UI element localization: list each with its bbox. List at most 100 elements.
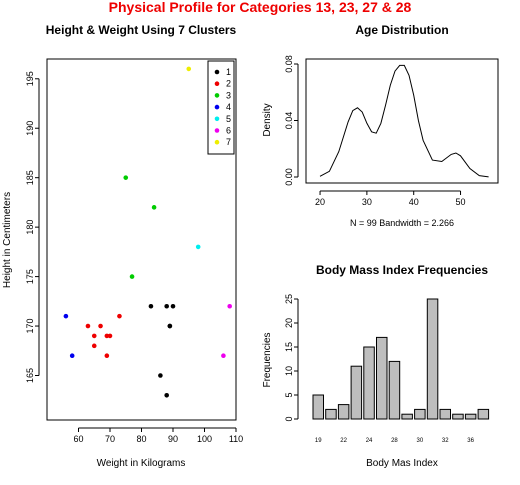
density-x-tick-label: 30 (362, 197, 372, 207)
bar-category-label: 24 (366, 438, 373, 444)
scatter-y-tick-label: 190 (25, 121, 35, 136)
bar (337, 404, 350, 420)
bar-y-tick-label: 15 (284, 342, 294, 352)
scatter-title: Height & Weight Using 7 Clusters (46, 23, 237, 37)
legend-label: 4 (226, 102, 231, 112)
scatter-point-cluster-2 (117, 313, 122, 319)
bar-x-labels: 19 22 24 28 30 32 36 (315, 438, 475, 444)
density-y-ticks: 0.00 0.04 0.08 (284, 55, 298, 186)
scatter-point-cluster-2 (85, 323, 91, 329)
scatter-y-tick-label: 165 (25, 368, 35, 383)
legend-marker (214, 128, 220, 133)
scatter-y-tick-label: 175 (25, 269, 35, 284)
density-y-tick-label: 0.00 (284, 168, 294, 186)
scatter-point-cluster-2 (98, 323, 103, 329)
bar (477, 408, 490, 420)
bar (401, 413, 413, 420)
scatter-point-cluster-1 (164, 303, 169, 309)
scatter-y-tick-label: 195 (25, 71, 35, 86)
density-y-label: Density (262, 103, 273, 136)
bar-y-tick-label: 5 (284, 392, 294, 397)
scatter-point-cluster-6 (227, 303, 232, 309)
scatter-point-cluster-7 (186, 66, 192, 72)
bar-y-tick-label: 10 (284, 366, 294, 376)
legend-box (207, 60, 235, 155)
scatter-x-tick-label: 100 (197, 434, 212, 444)
scatter-point-cluster-3 (123, 175, 129, 180)
scatter-points (63, 66, 232, 398)
density-plot-box (305, 58, 499, 184)
scatter-x-ticks: 60 70 80 90 100 110 (73, 428, 243, 444)
density-x-tick-label: 50 (456, 197, 466, 207)
scatter-point-cluster-6 (221, 353, 226, 359)
legend-marker (214, 93, 220, 98)
scatter-point-cluster-1 (164, 392, 169, 398)
density-title: Age Distribution (355, 23, 448, 37)
legend-marker (214, 116, 220, 122)
scatter-y-tick-label: 185 (25, 170, 35, 185)
legend-marker (214, 81, 220, 86)
scatter-point-cluster-2 (107, 333, 113, 339)
legend-label: 1 (226, 67, 231, 77)
bar-y-ticks: 0 5 10 15 20 25 (284, 294, 298, 422)
scatter-x-tick-label: 60 (73, 434, 83, 444)
scatter-point-cluster-1 (158, 373, 163, 378)
bar-chart: Body Mass Index Frequencies 0 5 10 15 20 25 1… (262, 263, 490, 469)
scatter-point-cluster-1 (148, 303, 154, 309)
bar-marks (312, 298, 490, 420)
scatter-y-ticks: 165 170 175 180 185 190 195 (25, 71, 39, 383)
bar (414, 408, 426, 420)
legend-label: 2 (226, 79, 231, 89)
density-caption: N = 99 Bandwidth = 2.266 (350, 218, 454, 228)
bar-category-label: 36 (467, 438, 474, 444)
bar-x-label: Body Mas Index (366, 458, 438, 469)
scatter-x-label: Weight in Kilograms (97, 458, 186, 469)
scatter-point-cluster-4 (69, 353, 75, 359)
density-x-tick-label: 40 (409, 197, 419, 207)
bar (388, 360, 401, 420)
scatter-point-cluster-1 (170, 303, 176, 309)
scatter-x-tick-label: 80 (136, 434, 146, 444)
scatter-plot-box (46, 58, 237, 421)
bar-y-tick-label: 20 (284, 318, 294, 328)
scatter-point-cluster-2 (104, 333, 110, 339)
scatter-point-cluster-4 (63, 313, 69, 319)
bar-category-label: 30 (417, 438, 424, 444)
legend-marker (214, 139, 220, 145)
density-chart: Age Distribution 20 30 40 50 0.00 0.04 0.08 N… (262, 23, 499, 228)
scatter-y-tick-label: 180 (25, 220, 35, 235)
scatter-point-cluster-2 (91, 333, 97, 339)
scatter-x-tick-label: 90 (168, 434, 178, 444)
page-title: Physical Profile for Categories 13, 23, … (109, 0, 412, 15)
density-x-ticks: 20 30 40 50 (315, 191, 466, 207)
bar (350, 365, 363, 420)
scatter-point-cluster-3 (151, 205, 157, 210)
bar (363, 346, 375, 420)
scatter-point-cluster-3 (129, 274, 135, 279)
legend-marker (214, 69, 220, 75)
bar (439, 408, 451, 420)
bar (376, 336, 388, 420)
bar-category-label: 32 (442, 438, 449, 444)
bar (312, 394, 324, 420)
legend-label: 6 (226, 126, 231, 136)
bar-category-label: 28 (391, 438, 398, 444)
bar-y-label: Frequencies (262, 332, 273, 387)
scatter-point-cluster-1 (167, 323, 173, 329)
scatter-point-cluster-2 (91, 343, 97, 349)
scatter-y-tick-label: 170 (25, 319, 35, 334)
density-x-tick-label: 20 (315, 197, 325, 207)
bar-y-tick-label: 25 (284, 294, 294, 304)
legend-marker (214, 104, 220, 110)
density-y-tick-label: 0.08 (284, 55, 294, 73)
density-y-tick-label: 0.04 (284, 112, 294, 130)
bar-category-label: 19 (315, 438, 322, 444)
scatter-x-tick-label: 110 (229, 434, 243, 444)
density-curve (319, 64, 489, 178)
scatter-point-cluster-5 (195, 244, 201, 250)
bar (452, 413, 464, 420)
bar (325, 408, 337, 420)
